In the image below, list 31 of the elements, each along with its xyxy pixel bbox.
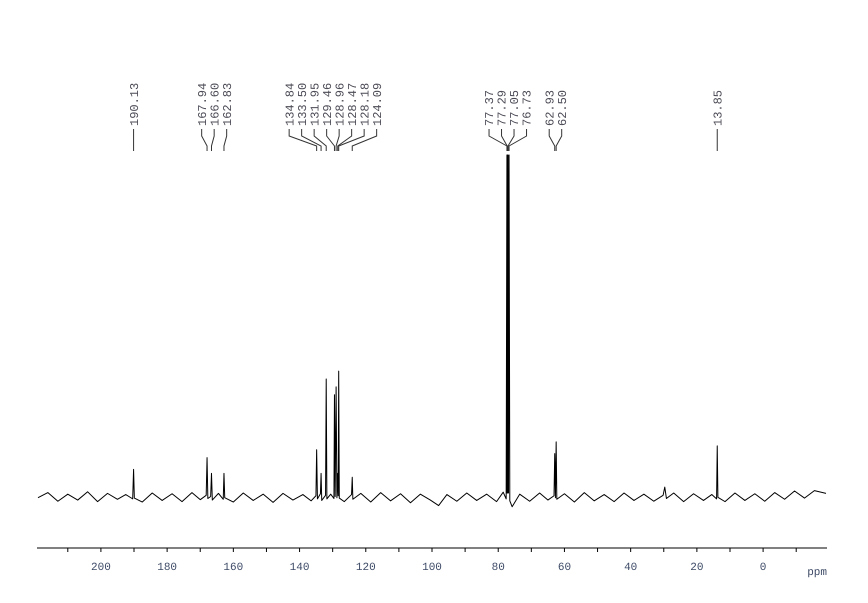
annotation: 77.29: [496, 90, 510, 126]
x-tick-label: 160: [223, 562, 244, 574]
annotation: 62.50: [556, 90, 570, 126]
annotation: 162.83: [220, 82, 235, 126]
x-tick-label: 20: [690, 562, 704, 574]
annotation: 77.05: [508, 90, 522, 126]
x-tick-label: 180: [157, 562, 178, 574]
annotation: 129.46: [320, 82, 335, 126]
x-tick-label: 120: [356, 562, 376, 574]
x-tick-label: 100: [422, 562, 442, 574]
x-tick-label: 80: [492, 562, 505, 574]
annotation: 190.13: [128, 82, 142, 126]
x-axis-title: ppm: [807, 567, 828, 579]
annotation: 133.50: [296, 82, 310, 126]
annotation: 76.73: [520, 90, 535, 126]
annotation: 128.96: [333, 82, 348, 126]
x-tick-label: 140: [290, 562, 310, 574]
annotation: 128.18: [358, 82, 372, 126]
x-tick-label: 60: [558, 562, 572, 574]
annotation: 62.93: [543, 90, 558, 126]
x-tick-label: 200: [90, 562, 111, 574]
x-tick-label: 0: [760, 562, 766, 574]
annotation: 128.47: [346, 82, 360, 126]
annotation: 13.85: [711, 90, 726, 126]
annotation: 77.37: [483, 90, 498, 126]
annotation: 166.60: [208, 82, 222, 126]
annotation: 167.94: [196, 82, 210, 126]
annotation: 131.95: [308, 82, 322, 126]
x-tick-label: 40: [624, 562, 638, 574]
annotation: 134.84: [283, 82, 298, 126]
annotation: 124.09: [370, 82, 385, 126]
